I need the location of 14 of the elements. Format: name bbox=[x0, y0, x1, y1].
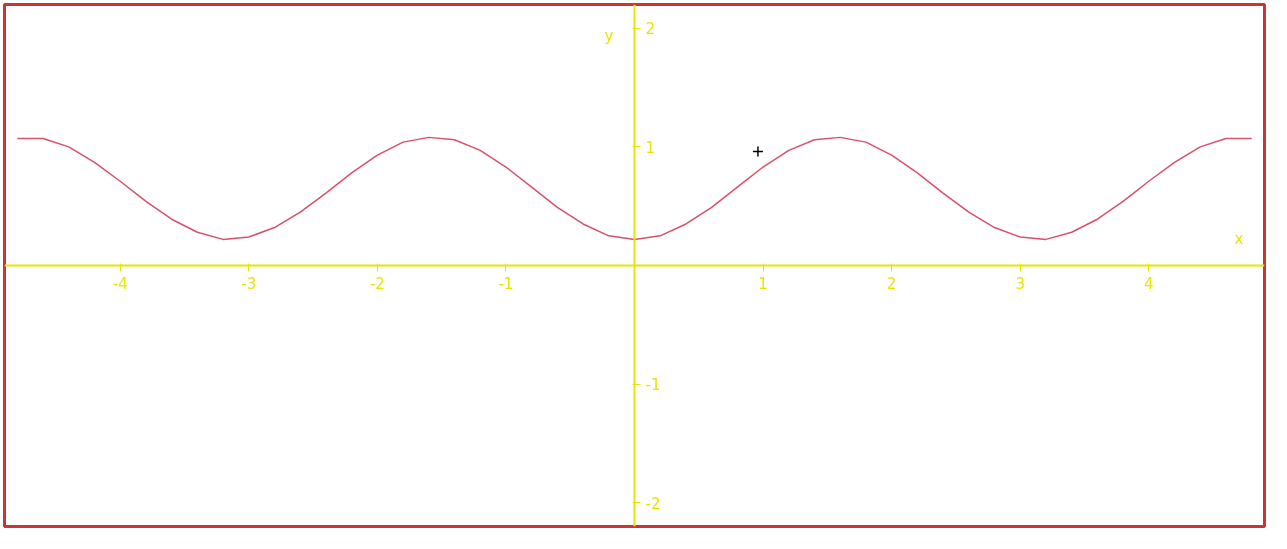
y-tick-label: -2 bbox=[645, 494, 661, 513]
x-tick-label: 3 bbox=[1015, 274, 1025, 293]
x-tick-label: 1 bbox=[758, 274, 768, 293]
y-tick-label: 2 bbox=[645, 20, 656, 39]
x-tick-label: 4 bbox=[1144, 274, 1154, 293]
x-tick-label: -3 bbox=[241, 274, 257, 293]
y-tick-label: 1 bbox=[645, 138, 656, 157]
x-tick-label: -1 bbox=[498, 274, 514, 293]
y-tick-label: -1 bbox=[645, 376, 661, 395]
x-axis-title: x bbox=[1234, 229, 1244, 248]
x-tick-label: -4 bbox=[112, 274, 128, 293]
x-tick-label: -2 bbox=[369, 274, 385, 293]
y-axis-title: y bbox=[604, 26, 614, 45]
x-tick-label: 2 bbox=[886, 274, 897, 293]
